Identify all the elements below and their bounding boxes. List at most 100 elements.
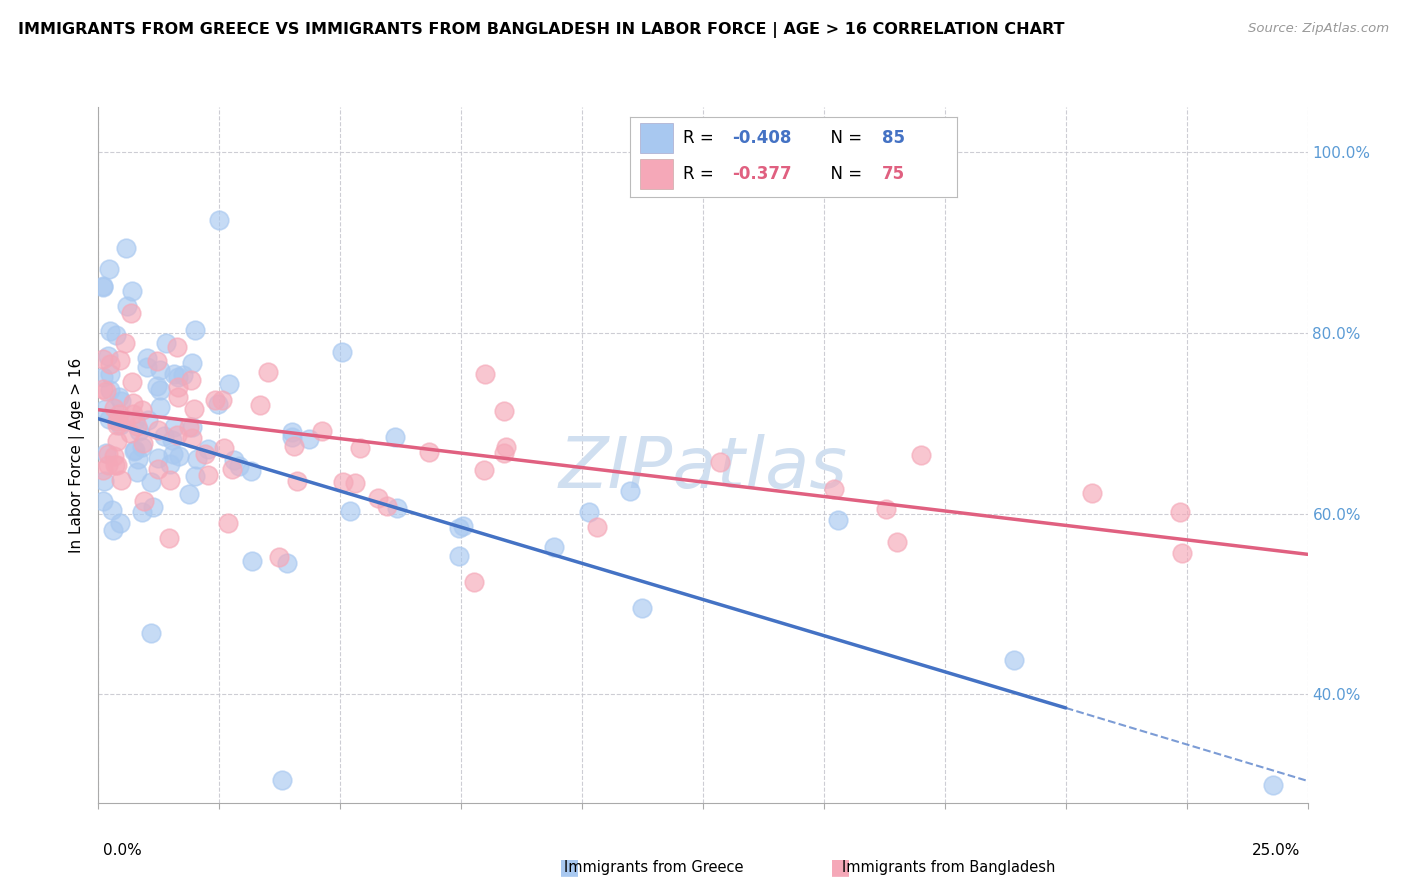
Point [167,380,190,394]
Point [585,520,607,534]
Point [155,335,177,350]
Point [131,403,153,417]
Point [330,345,353,359]
Point [108,353,131,368]
Text: 0.0%: 0.0% [103,843,142,858]
Point [367,491,389,506]
Point [96,446,118,460]
Point [886,535,908,549]
Point [91,280,114,294]
Point [194,447,217,461]
Point [281,425,304,439]
Point [384,430,406,444]
Point [167,370,190,384]
Point [148,462,170,476]
Point [110,473,132,487]
Point [132,436,155,450]
Point [827,513,849,527]
Point [103,401,125,416]
Point [157,531,180,545]
Point [449,549,471,563]
Point [418,445,440,459]
Point [148,423,170,437]
Point [172,368,194,382]
Point [139,626,162,640]
Point [180,420,202,434]
Point [177,420,200,434]
Point [281,430,304,444]
Point [619,484,641,499]
Point [104,328,127,343]
Point [221,462,243,476]
Point [578,505,600,519]
Point [100,383,122,397]
Point [110,417,132,432]
Point [91,369,114,384]
Point [283,439,305,453]
Point [159,474,181,488]
Point [211,392,233,407]
Point [97,349,120,363]
Point [1081,485,1104,500]
Point [108,407,131,421]
Point [139,475,162,489]
Point [145,379,167,393]
Point [269,550,291,565]
Point [495,441,517,455]
Point [451,519,474,533]
Point [91,352,114,367]
Point [105,434,128,448]
Point [709,455,731,469]
Y-axis label: In Labor Force | Age > 16: In Labor Force | Age > 16 [69,358,86,552]
Point [240,464,263,478]
Point [385,501,408,516]
Point [91,493,114,508]
Text: Immigrants from Greece: Immigrants from Greece [564,860,744,874]
Point [136,351,159,366]
Point [107,417,129,432]
Point [166,340,188,354]
Point [1002,653,1025,667]
Point [127,465,149,479]
Point [122,407,145,421]
Point [114,336,136,351]
Point [249,398,271,412]
Point [910,448,932,462]
Point [103,449,125,463]
Point [375,500,398,514]
Point [163,420,186,434]
Point [823,482,845,496]
Point [1170,546,1192,560]
Point [224,453,246,467]
Point [115,241,138,255]
Text: IMMIGRANTS FROM GREECE VS IMMIGRANTS FROM BANGLADESH IN LABOR FORCE | AGE > 16 C: IMMIGRANTS FROM GREECE VS IMMIGRANTS FRO… [18,22,1064,38]
Point [125,418,148,433]
Point [136,413,159,427]
Point [167,449,190,463]
Point [875,502,897,516]
Point [128,425,150,439]
Point [184,323,207,337]
Point [197,468,219,483]
Point [146,451,169,466]
Point [136,360,159,375]
Text: Source: ZipAtlas.com: Source: ZipAtlas.com [1249,22,1389,36]
Point [100,357,122,371]
Point [242,554,264,568]
Point [631,601,654,615]
Text: ZIPatlas: ZIPatlas [558,434,848,503]
Point [276,556,298,570]
Point [181,431,204,445]
Point [1263,778,1285,792]
Point [110,516,132,530]
Point [105,458,128,472]
Point [184,469,207,483]
Point [108,391,131,405]
Point [127,452,149,467]
Point [492,404,515,418]
Point [110,394,132,409]
Point [228,459,250,474]
Point [166,428,188,442]
Point [131,441,153,455]
Point [121,285,143,299]
